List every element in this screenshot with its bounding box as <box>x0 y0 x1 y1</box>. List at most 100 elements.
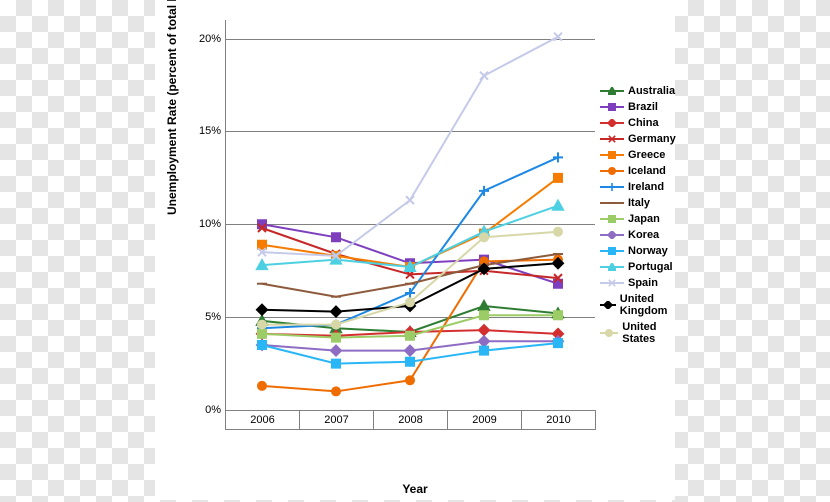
series-marker <box>405 346 415 356</box>
series-marker <box>258 382 266 390</box>
plot-area <box>225 20 595 410</box>
legend-marker-icon <box>608 231 616 239</box>
legend-swatch <box>600 266 624 268</box>
legend-marker-icon <box>608 215 616 223</box>
series-marker <box>331 346 341 356</box>
page-background: Unemployment Rate (percent of total labo… <box>0 0 830 502</box>
legend-item: Ireland <box>600 181 676 193</box>
series-marker <box>406 376 414 384</box>
series-line-portugal <box>262 206 558 267</box>
legend-swatch <box>600 186 624 188</box>
legend-label: China <box>628 117 659 129</box>
legend-item: Italy <box>600 197 676 209</box>
series-marker <box>479 336 489 346</box>
legend-label: Korea <box>628 229 659 241</box>
series-marker <box>480 311 488 319</box>
legend-item: United Kingdom <box>600 293 676 317</box>
series-marker <box>554 174 562 182</box>
legend-item: Portugal <box>600 261 676 273</box>
x-category: 2010 <box>521 410 596 430</box>
series-marker <box>257 305 267 315</box>
legend-label: United Kingdom <box>620 293 676 317</box>
legend-label: Spain <box>628 277 658 289</box>
series-marker <box>479 325 489 335</box>
series-marker <box>332 360 340 368</box>
series-marker <box>554 228 562 236</box>
legend-swatch <box>600 218 624 220</box>
legend-swatch <box>600 90 624 92</box>
legend-item: Korea <box>600 229 676 241</box>
legend-item: Brazil <box>600 101 676 113</box>
legend-label: Italy <box>628 197 650 209</box>
legend: Australia Brazil China Germany Greece Iceland… <box>600 85 676 349</box>
legend-marker-icon <box>604 301 612 309</box>
legend-item: Norway <box>600 245 676 257</box>
y-tick-label: 15% <box>195 125 221 137</box>
legend-swatch <box>600 332 618 334</box>
legend-swatch <box>600 282 624 284</box>
series-line-spain <box>262 37 558 256</box>
legend-marker-icon <box>608 135 616 143</box>
series-marker <box>331 307 341 317</box>
legend-label: Ireland <box>628 181 664 193</box>
legend-marker-icon <box>608 263 616 271</box>
series-marker <box>480 347 488 355</box>
y-tick-label: 10% <box>195 218 221 230</box>
legend-marker-icon <box>608 247 616 255</box>
series-marker <box>332 233 340 241</box>
series-marker <box>406 358 414 366</box>
chart-panel: Unemployment Rate (percent of total labo… <box>155 0 675 500</box>
y-tick-label: 0% <box>195 404 221 416</box>
legend-marker-icon <box>608 103 616 111</box>
y-tick-label: 5% <box>195 311 221 323</box>
series-marker <box>406 332 414 340</box>
legend-label: Portugal <box>628 261 673 273</box>
legend-marker-icon <box>608 183 616 191</box>
x-axis-title: Year <box>155 482 675 496</box>
series-marker <box>554 33 562 41</box>
series-marker <box>332 387 340 395</box>
legend-item: Japan <box>600 213 676 225</box>
legend-item: United States <box>600 321 676 345</box>
series-marker <box>258 321 266 329</box>
legend-label: Australia <box>628 85 675 97</box>
legend-item: Germany <box>600 133 676 145</box>
legend-label: Greece <box>628 149 665 161</box>
legend-label: Norway <box>628 245 668 257</box>
series-marker <box>553 152 563 162</box>
series-marker <box>553 201 563 210</box>
legend-marker-icon <box>605 329 613 337</box>
series-marker <box>406 298 414 306</box>
series-marker <box>554 339 562 347</box>
legend-item: Australia <box>600 85 676 97</box>
series-marker <box>332 321 340 329</box>
x-category: 2007 <box>299 410 374 430</box>
y-axis-title: Unemployment Rate (percent of total labo… <box>165 0 179 215</box>
legend-swatch <box>600 234 624 236</box>
legend-marker-icon <box>608 119 616 127</box>
legend-swatch <box>600 106 624 108</box>
series-marker <box>479 301 489 310</box>
x-category: 2008 <box>373 410 448 430</box>
legend-marker-icon <box>608 279 616 287</box>
legend-label: Japan <box>628 213 660 225</box>
legend-label: Germany <box>628 133 676 145</box>
legend-marker-icon <box>608 151 616 159</box>
legend-label: United States <box>622 321 675 345</box>
legend-swatch <box>600 250 624 252</box>
series-marker <box>332 334 340 342</box>
legend-label: Brazil <box>628 101 658 113</box>
legend-item: China <box>600 117 676 129</box>
legend-marker-icon <box>608 199 616 207</box>
legend-item: Greece <box>600 149 676 161</box>
legend-swatch <box>600 304 616 306</box>
legend-item: Spain <box>600 277 676 289</box>
x-category: 2006 <box>225 410 300 430</box>
legend-label: Iceland <box>628 165 666 177</box>
series-marker <box>258 330 266 338</box>
series-marker <box>258 241 266 249</box>
legend-swatch <box>600 122 624 124</box>
y-tick-label: 20% <box>195 33 221 45</box>
series-marker <box>257 260 267 269</box>
legend-swatch <box>600 138 624 140</box>
